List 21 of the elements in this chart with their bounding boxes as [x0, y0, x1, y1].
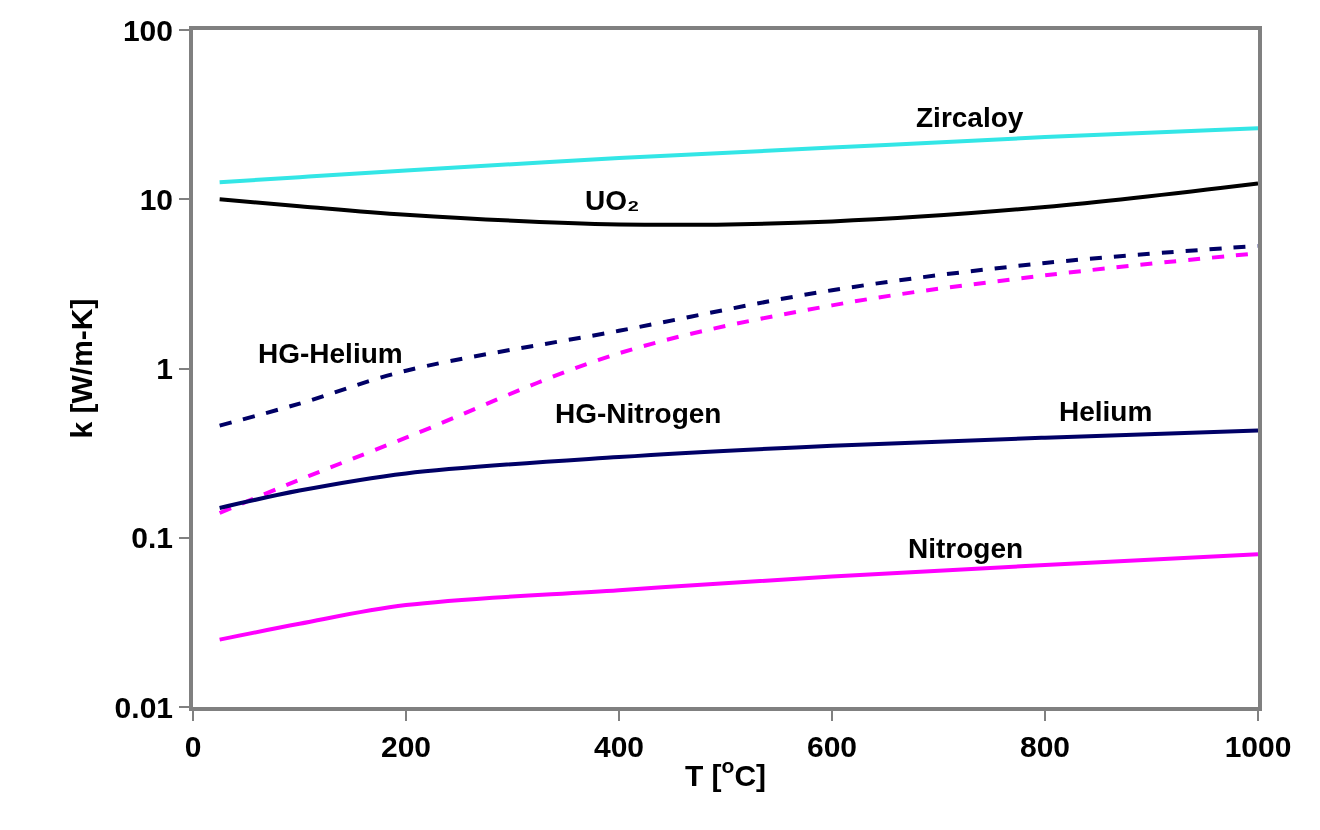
- y-tick-label: 0.1: [131, 521, 173, 555]
- y-tick-label: 100: [122, 13, 173, 47]
- line-series: [217, 428, 1258, 510]
- y-tick-label: 10: [139, 182, 173, 216]
- y-tick-label: 1: [156, 352, 173, 385]
- y-tick-label: 0.01: [114, 690, 173, 724]
- x-tick-label: 0: [184, 730, 202, 763]
- series-label: HG-Helium: [258, 338, 403, 369]
- series-label: HG-Nitrogen: [555, 398, 722, 429]
- series-label: Nitrogen: [908, 533, 1024, 564]
- series-label: UO₂: [585, 185, 640, 216]
- x-tick-label: 600: [806, 730, 858, 763]
- x-tick-label: 200: [380, 730, 432, 763]
- y-axis-title: k [W/m-K]: [65, 298, 99, 439]
- x-tick-label: 400: [593, 730, 645, 763]
- x-axis-title: T [$^{o}$C]: [684, 754, 767, 792]
- series-label: Helium: [1059, 396, 1153, 427]
- x-tick-label: 1000: [1224, 730, 1292, 763]
- x-tick-label: 800: [1019, 730, 1071, 763]
- series-label: Zircaloy: [916, 102, 1024, 133]
- line-series: [217, 181, 1258, 227]
